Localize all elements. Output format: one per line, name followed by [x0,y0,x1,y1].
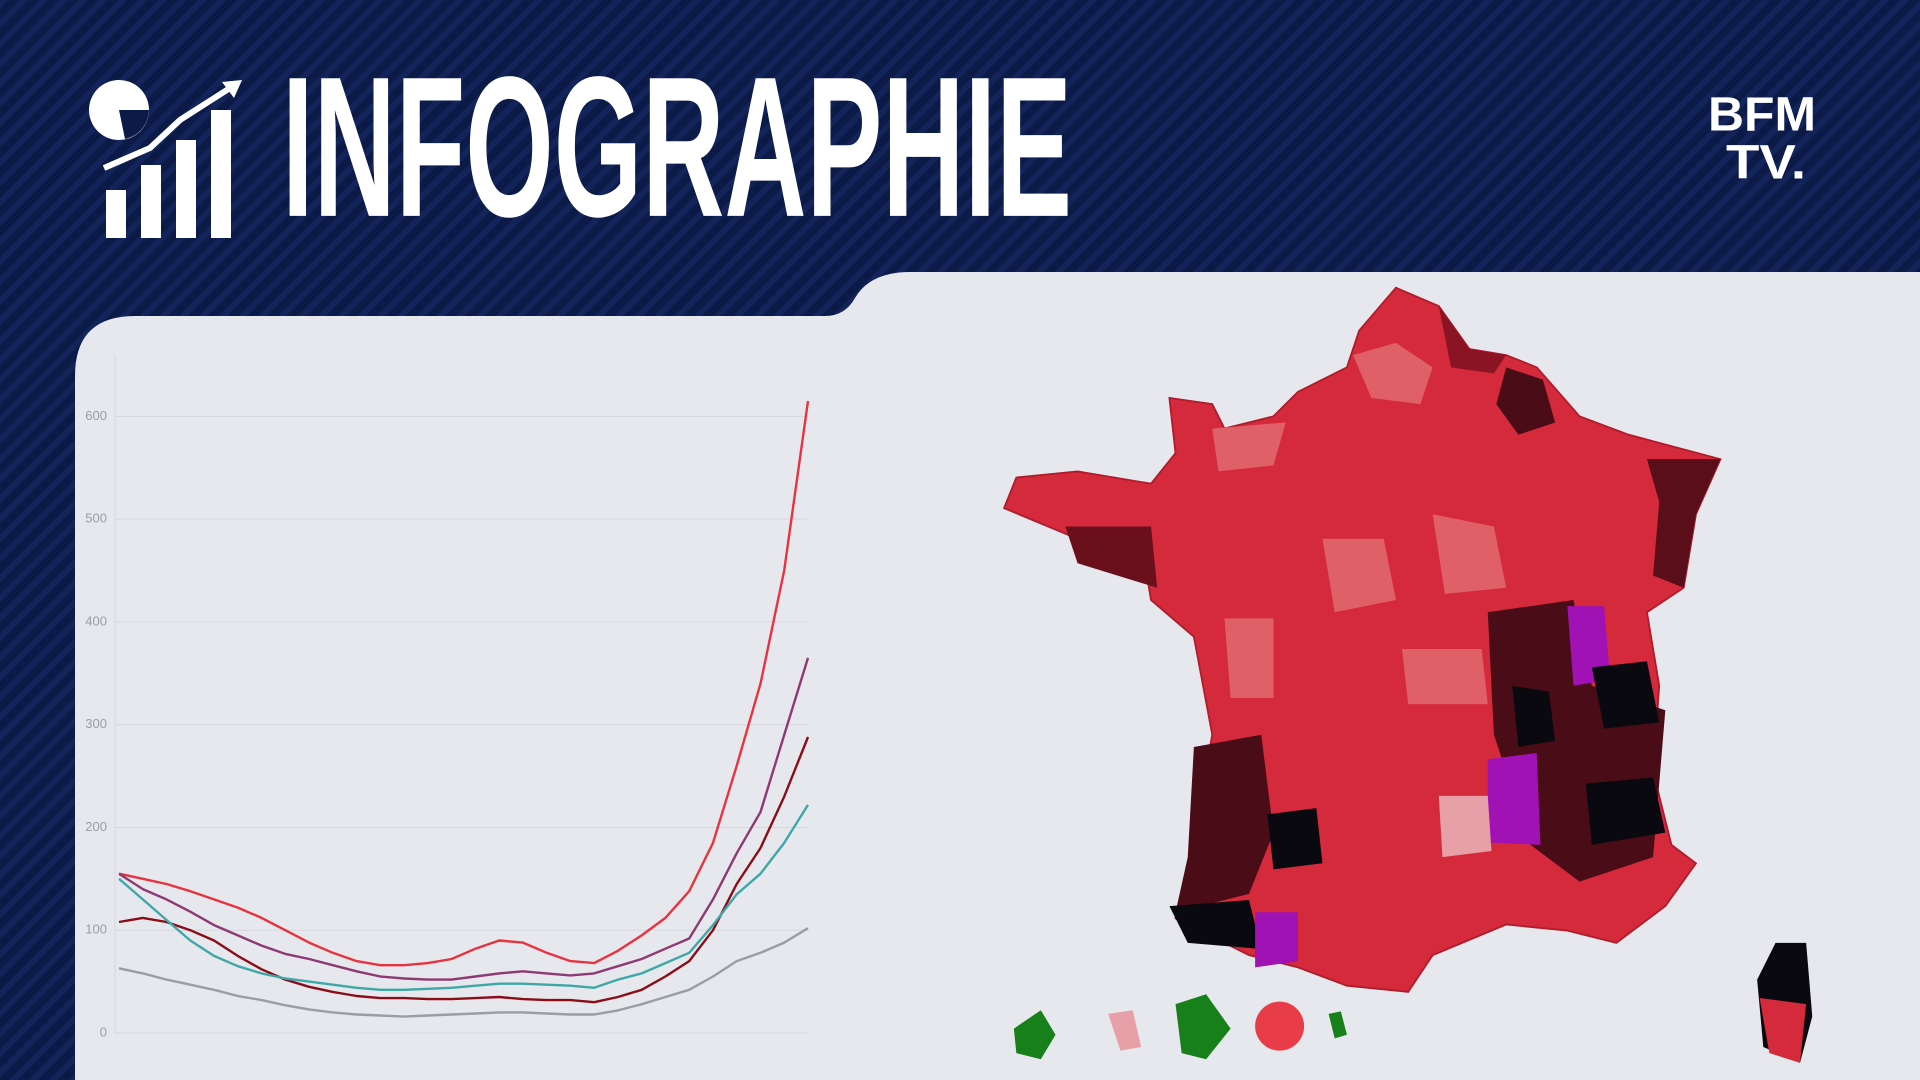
y-tick-label: 300 [85,716,107,731]
y-tick-label: 0 [100,1024,107,1039]
y-tick-label: 600 [85,408,107,423]
y-tick-label: 100 [85,922,107,937]
y-tick-label: 500 [85,511,107,526]
header-icon [89,80,242,238]
line-series [118,927,809,1018]
line-series [118,736,810,1004]
y-tick-label: 400 [85,613,107,628]
map [1002,286,1813,1063]
y-tick-label: 200 [85,819,107,834]
line-chart: 0 100 200 300 400 500 600 [85,355,810,1039]
line-series [118,804,810,991]
brand-logo: BFM [1708,89,1816,142]
header-title: INFOGRAPHIE [282,36,1072,259]
line-series [118,657,810,981]
brand-logo: TV. [1726,137,1806,190]
line-series [118,400,810,967]
